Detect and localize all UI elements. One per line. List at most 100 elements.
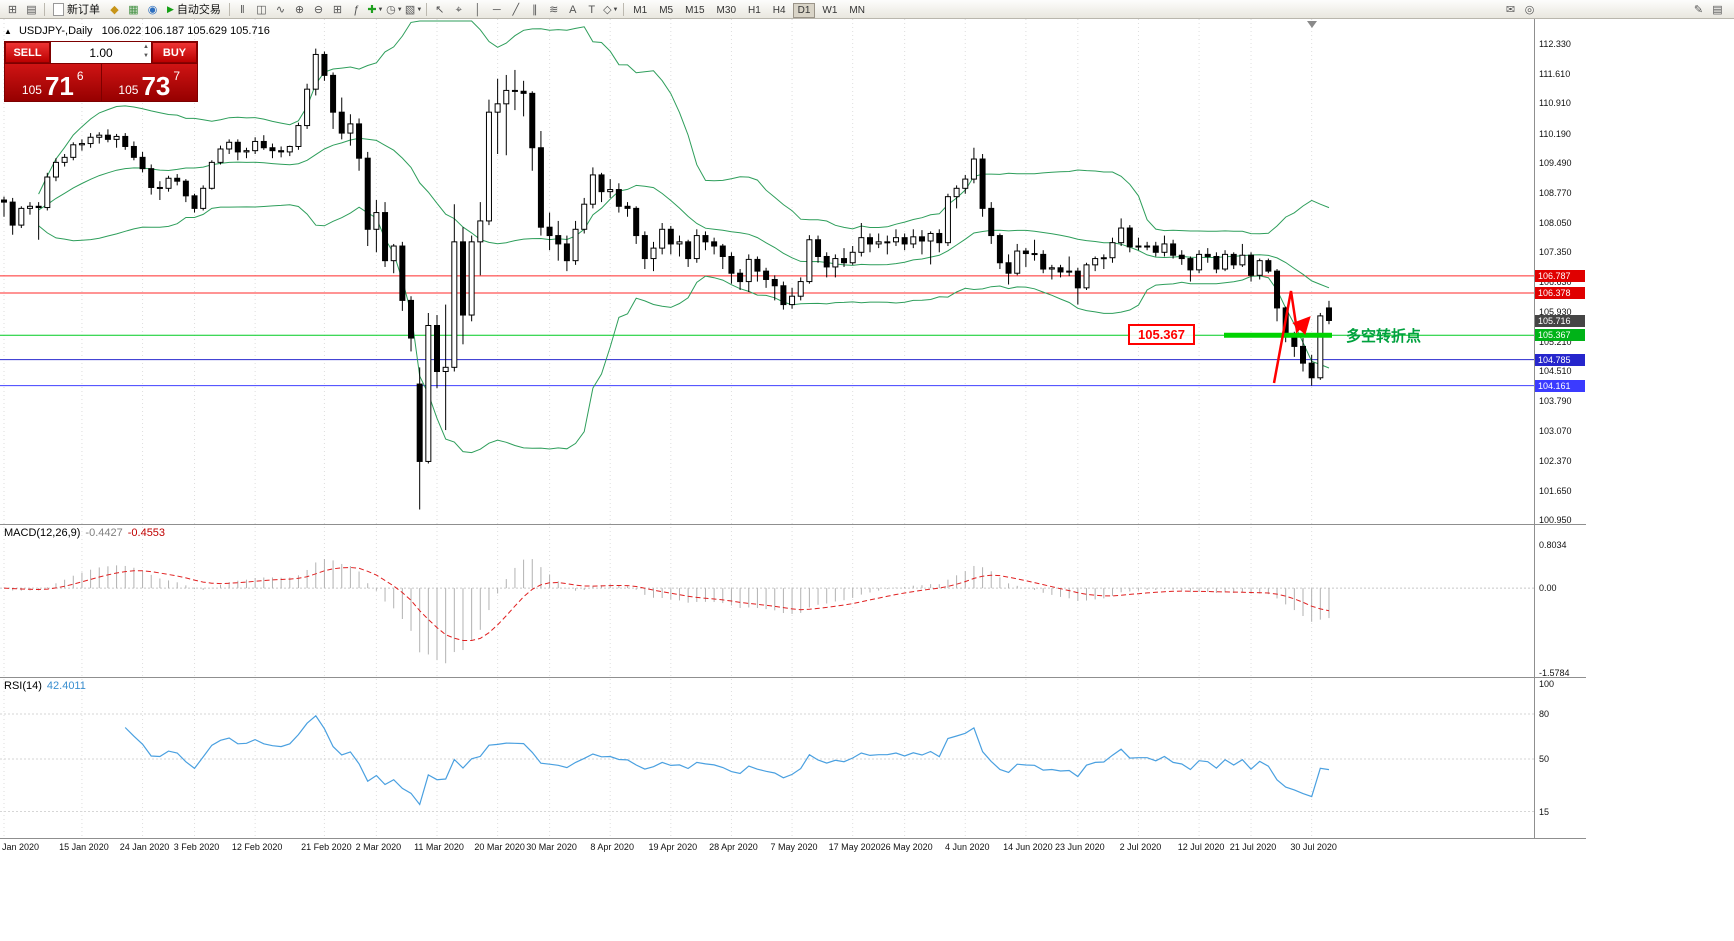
panels-icon[interactable]: ▤ (1712, 4, 1723, 16)
date-axis-label: 21 Feb 2020 (301, 842, 352, 852)
crosshair-icon[interactable]: ⌖ (455, 4, 462, 16)
far-right-icons-group: ✎ ▤ (1689, 0, 1727, 18)
trend-arrow[interactable] (1272, 290, 1311, 384)
panel-separator[interactable] (0, 677, 1586, 678)
bar-chart-icon[interactable]: ‖ (240, 4, 245, 16)
web-terminal-icon[interactable]: ◉ (147, 4, 158, 16)
one-click-trading-toggle[interactable]: ▲ (4, 27, 12, 36)
timeframe-m15[interactable]: M15 (680, 3, 709, 18)
zoom-out-icon[interactable]: ⊖ (313, 4, 324, 16)
line-chart-icon[interactable]: ∿ (275, 4, 286, 16)
sell-price-point: 6 (76, 69, 84, 83)
bollinger-bands (38, 20, 1330, 454)
price-axis-label: 111.610 (1539, 69, 1571, 80)
turning-point-note[interactable]: 多空转折点 (1346, 328, 1422, 346)
price-axis-label: 108.050 (1539, 218, 1572, 229)
dropdown-caret-icon[interactable]: ▼ (377, 6, 384, 13)
history-center-icon[interactable]: ▦ (128, 4, 139, 16)
templates-icon[interactable]: ▧ ▼ (404, 4, 423, 16)
sell-price[interactable]: 105 71 6 (5, 64, 101, 101)
vertical-line-icon[interactable]: │ (474, 4, 482, 16)
macd-signal-value: -0.4553 (127, 527, 166, 539)
date-axis-label: 4 Jun 2020 (944, 842, 990, 852)
price-level-label[interactable]: 105.367 (1128, 324, 1195, 346)
date-axis-label: 12 Jul 2020 (1177, 842, 1225, 852)
zoom-in-icon[interactable]: ⊕ (294, 4, 305, 16)
new-chart-icon[interactable]: ⊞ (7, 4, 18, 16)
shapes-icon[interactable]: ◇ ▼ (603, 4, 619, 16)
search-icon[interactable]: ◎ (1524, 4, 1535, 16)
date-axis-label: 14 Jun 2020 (1003, 842, 1053, 852)
symbol-info: ▲ USDJPY-,Daily 106.022 106.187 105.629 … (4, 25, 270, 37)
price-tag: 106.787 (1535, 269, 1585, 282)
date-axis-label: 3 Feb 2020 (173, 842, 220, 852)
price-axis-label: 110.190 (1539, 128, 1571, 139)
toolbar-separator (44, 2, 45, 16)
date-axis-label: 8 Apr 2020 (590, 842, 634, 852)
timeframe-h4[interactable]: H4 (768, 3, 791, 18)
volume-stepper[interactable]: ▲ ▼ (143, 44, 149, 59)
price-tag: 106.378 (1535, 286, 1585, 299)
fibonacci-icon[interactable]: ≋ (549, 4, 559, 16)
label-icon[interactable]: T (588, 4, 596, 16)
dropdown-caret-icon[interactable]: ▼ (416, 6, 423, 13)
timeframe-mn[interactable]: MN (844, 3, 870, 18)
timeframe-w1[interactable]: W1 (817, 3, 842, 18)
date-axis-label: 17 May 2020 (828, 842, 881, 852)
panel-separator[interactable] (0, 524, 1586, 525)
rsi-value: 42.4011 (46, 680, 86, 692)
rsi-name: RSI(14) (4, 680, 42, 692)
date-axis-label: 23 Jun 2020 (1055, 842, 1105, 852)
buy-price-point: 7 (173, 69, 181, 83)
dropdown-caret-icon[interactable]: ▼ (612, 6, 619, 13)
trendline-icon[interactable]: ╱ (512, 4, 520, 16)
candles (1, 48, 1332, 510)
volume-input[interactable]: 1.00 ▲ ▼ (51, 42, 151, 63)
macd-label: MACD(12,26,9) -0.4427 -0.4553 (4, 527, 170, 539)
buy-price[interactable]: 105 73 7 (101, 64, 197, 101)
profiles-icon[interactable]: ▤ (26, 4, 37, 16)
right-icons-group: ✉ ◎ (1501, 0, 1539, 18)
cursor-icon[interactable]: ↖ (435, 4, 445, 16)
indicators-list-icon[interactable]: ƒ (353, 4, 360, 16)
new-order-icon (53, 2, 64, 16)
auto-trading-button[interactable]: ▶ 自动交易 (162, 1, 226, 18)
candlestick-chart-icon[interactable]: ◫ (256, 4, 267, 16)
timeframe-m5[interactable]: M5 (654, 3, 678, 18)
price-axis[interactable]: 112.330 111.610 110.910 110.190 109.490 108.7… (1534, 19, 1586, 839)
macd-name: MACD(12,26,9) (4, 527, 81, 539)
rsi-axis-label: 50 (1539, 754, 1550, 764)
price-tag: 105.367 (1535, 329, 1585, 342)
buy-button[interactable]: BUY (152, 42, 197, 63)
new-order-label: 新订单 (67, 4, 100, 16)
rsi-line (124, 714, 1330, 806)
sell-price-figure: 105 (21, 83, 42, 97)
macd-main-value: -0.4427 (85, 527, 123, 539)
date-axis-label: 24 Jan 2020 (119, 842, 170, 852)
ohlc-values: 106.022 106.187 105.629 105.716 (101, 25, 270, 37)
price-axis-label: 105.930 (1539, 306, 1572, 317)
text-icon[interactable]: A (569, 4, 577, 16)
timeframe-d1[interactable]: D1 (792, 3, 816, 18)
horizontal-line-icon[interactable]: ─ (492, 4, 501, 16)
new-order-button[interactable]: 新订单 (48, 1, 105, 18)
sell-button[interactable]: SELL (5, 42, 50, 63)
date-axis-label: 28 Apr 2020 (709, 842, 758, 852)
alerts-icon[interactable]: ◆ (110, 4, 119, 16)
timeframe-h1[interactable]: H1 (743, 3, 766, 18)
timeframe-m30[interactable]: M30 (712, 3, 741, 18)
mail-icon[interactable]: ✉ (1505, 4, 1516, 16)
notes-icon[interactable]: ✎ (1693, 4, 1704, 16)
chart-canvas[interactable] (0, 19, 1534, 941)
tile-windows-icon[interactable]: ⊞ (332, 4, 343, 16)
date-axis-label: 19 Apr 2020 (648, 842, 698, 852)
macd-indicator (3, 558, 1330, 664)
time-axis[interactable]: Jan 2020 15 Jan 2020 24 Jan 2020 3 Feb 2020… (0, 838, 1534, 858)
periods-icon[interactable]: ◷ ▼ (386, 4, 403, 16)
timeframe-m1[interactable]: M1 (628, 3, 652, 18)
add-indicator-icon[interactable]: ✚ ▼ (367, 4, 384, 16)
rsi-axis-label: 15 (1539, 806, 1550, 817)
channel-icon[interactable]: ∥ (532, 4, 538, 16)
dropdown-caret-icon[interactable]: ▼ (396, 6, 403, 13)
price-tag: 104.161 (1535, 379, 1585, 392)
